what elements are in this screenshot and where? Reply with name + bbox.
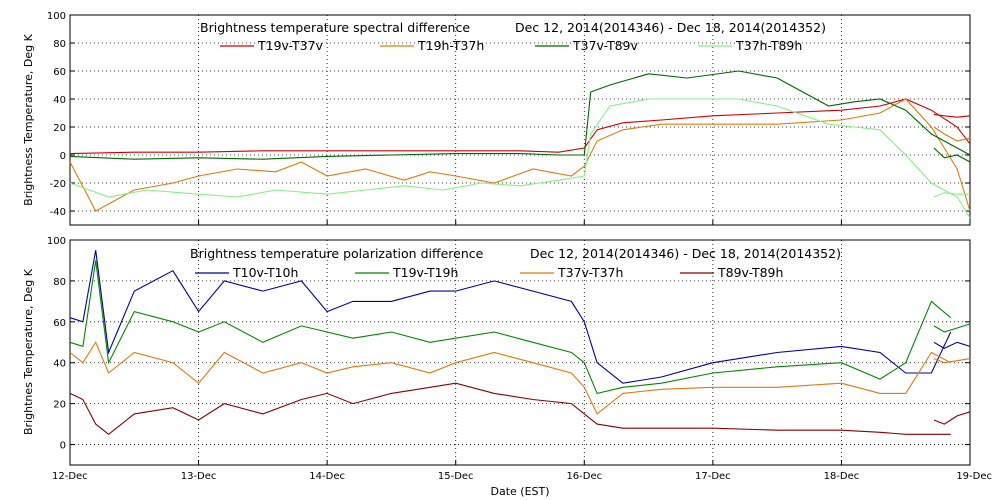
panel-title-top: Brightness temperature spectral differen… [200, 20, 470, 35]
x-tick-label: 16-Dec [566, 471, 602, 482]
legend-label: T19v-T37v [257, 38, 324, 53]
series-line-segment [933, 113, 971, 118]
panel-polarization-difference: 0 20 40 60 80 100 12-Dec 13-Dec 14-Dec 15-Dec 16-… [22, 236, 992, 498]
series-lines-bottom [69, 250, 971, 436]
x-tick-label: 12-Dec [52, 471, 88, 482]
legend-label: T19v-T19h [392, 265, 458, 280]
y-tick-label: 40 [53, 95, 66, 106]
series-line-segment [933, 323, 971, 333]
legend-label: T37v-T37h [557, 265, 623, 280]
x-tick-label: 15-Dec [438, 471, 474, 482]
y-tick-label: 0 [60, 441, 66, 452]
legend-label: T19h-T37h [417, 38, 484, 53]
gridlines-bottom [70, 240, 970, 465]
plot-frame-top [69, 14, 971, 226]
series-line [69, 98, 971, 155]
date-range-top: Dec 12, 2014(2014346) - Dec 18, 2014(201… [515, 20, 826, 35]
x-tick-label: 18-Dec [824, 471, 860, 482]
y-tick-label: 80 [53, 39, 66, 50]
y-tick-label: -20 [50, 179, 66, 190]
y-tick-label: -40 [50, 207, 66, 218]
legend-label: T37h-T89h [735, 38, 802, 53]
x-tick-label: 13-Dec [181, 471, 217, 482]
legend-label: T10v-T10h [232, 265, 298, 280]
series-line-segment [933, 358, 971, 364]
plot-frame-bottom [69, 239, 971, 466]
legend-top: T19v-T37v T19h-T37h T37v-T89v T37h-T89h [220, 38, 802, 53]
y-axis-label-bottom: Brightnes Temperature, Deg K [22, 268, 35, 435]
y-tick-label: 20 [53, 123, 66, 134]
legend-bottom: T10v-T10h T19v-T19h T37v-T37h T89v-T89h [195, 265, 783, 280]
panel-title-bottom: Brightness temperature polarization diff… [190, 246, 484, 261]
y-tick-label: 80 [53, 277, 66, 288]
series-line [69, 70, 971, 160]
series-line-segment [933, 192, 970, 198]
series-line-segment [933, 147, 971, 163]
y-tick-label: 20 [53, 400, 66, 411]
y-tick-label: 40 [53, 359, 66, 370]
series-lines-top [69, 70, 971, 219]
series-line [69, 98, 971, 219]
y-tick-label: 60 [53, 67, 66, 78]
y-tick-label: 60 [53, 318, 66, 329]
panel-spectral-difference: -40 -20 0 20 40 60 80 100 Brightness temperatur… [22, 11, 971, 226]
legend-label: T89v-T89h [717, 265, 783, 280]
series-line-segment [933, 341, 971, 350]
series-line [69, 250, 952, 384]
date-range-bottom: Dec 12, 2014(2014346) - Dec 18, 2014(201… [530, 246, 841, 261]
y-tick-labels-top: -40 -20 0 20 40 60 80 100 [47, 11, 970, 218]
series-line [69, 98, 971, 212]
series-line [69, 341, 951, 415]
y-tick-labels-bottom: 0 20 40 60 80 100 [47, 236, 970, 452]
x-tick-label: 14-Dec [309, 471, 345, 482]
x-tick-labels: 12-Dec 13-Dec 14-Dec 15-Dec 16-Dec 17-Dec 18-D… [52, 460, 992, 482]
y-tick-label: 0 [60, 151, 66, 162]
series-line [69, 260, 952, 395]
legend-label: T37v-T89v [572, 38, 639, 53]
series-line-segment [933, 411, 971, 425]
x-tick-label: 17-Dec [695, 471, 731, 482]
y-tick-label: 100 [47, 11, 66, 22]
y-tick-label: 100 [47, 236, 66, 247]
x-tick-label: 19-Dec [956, 471, 992, 482]
series-line-segment [933, 126, 971, 142]
y-axis-label-top: Brightness Temperature, Deg K [22, 33, 35, 205]
x-axis-label: Date (EST) [490, 485, 549, 498]
series-line [69, 382, 951, 436]
